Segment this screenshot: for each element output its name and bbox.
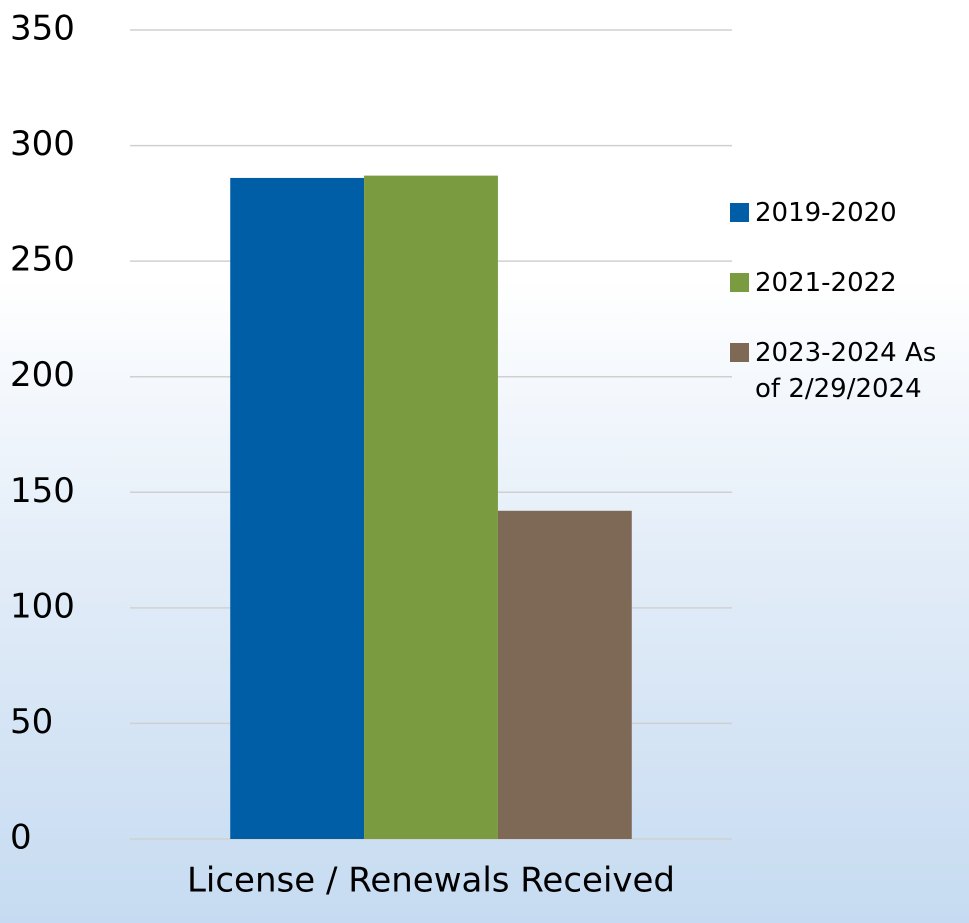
legend-label: 2023-2024 As of 2/29/2024 — [755, 338, 937, 404]
bar — [364, 175, 498, 839]
y-tick-label: 250 — [10, 240, 75, 280]
y-tick-label: 300 — [10, 124, 75, 164]
y-tick-label: 0 — [10, 818, 32, 858]
y-tick-label: 350 — [10, 9, 75, 49]
y-tick-label: 150 — [10, 471, 75, 511]
legend-label: 2019-2020 — [755, 198, 897, 228]
x-tick-label: License / Renewals Received — [187, 861, 675, 901]
y-tick-label: 50 — [10, 702, 53, 742]
legend-item: 2021-2022 — [730, 265, 965, 301]
legend-item: 2019-2020 — [730, 195, 965, 231]
bar — [497, 510, 632, 839]
bar — [230, 177, 365, 840]
legend-swatch — [730, 203, 749, 222]
legend-swatch — [730, 273, 749, 292]
legend-label: 2021-2022 — [755, 268, 897, 298]
y-tick-label: 100 — [10, 586, 75, 626]
y-tick-label: 200 — [10, 355, 75, 395]
legend-item: 2023-2024 As of 2/29/2024 — [730, 335, 965, 407]
legend: 2019-2020 2021-2022 2023-2024 As of 2/29/2… — [730, 195, 965, 441]
legend-swatch — [730, 343, 749, 362]
